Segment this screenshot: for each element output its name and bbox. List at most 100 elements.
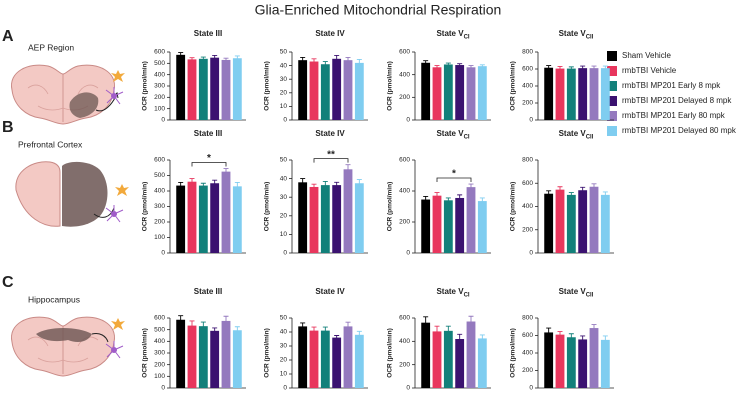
bar	[466, 67, 476, 120]
bar	[432, 195, 442, 253]
y-tick-label: 100	[154, 234, 165, 241]
bar	[309, 61, 319, 120]
chart-title-sub: CII	[586, 34, 594, 40]
bar	[578, 190, 588, 253]
bar	[477, 201, 487, 253]
error-bar	[445, 197, 451, 203]
region-label: Prefrontal Cortex	[18, 139, 83, 149]
bar	[589, 328, 599, 388]
legend-label: rmbTBI MP201 Early 80 mpk	[622, 111, 726, 120]
error-bar	[311, 326, 317, 335]
bar	[589, 186, 599, 253]
legend-label: rmbTBI MP201 Delayed 8 mpk	[622, 96, 732, 105]
bar	[210, 57, 220, 120]
error-bar	[178, 52, 184, 58]
y-axis-label: OCR (pmol/min)	[387, 328, 394, 377]
y-tick-label: 500	[154, 326, 165, 333]
y-axis-label: OCR (pmol/min)	[142, 328, 149, 377]
error-bar	[445, 62, 451, 66]
panel-a-illustration: A AEP Region	[2, 28, 125, 125]
panel-letter: B	[2, 119, 14, 136]
bar	[455, 339, 465, 388]
y-tick-label: 10	[280, 371, 288, 378]
error-bar	[334, 54, 340, 63]
y-tick-label: 0	[529, 250, 533, 257]
legend-swatch	[607, 81, 617, 91]
chart-title: State VCI	[436, 29, 469, 40]
y-tick-label: 600	[399, 315, 410, 322]
figure-title: Glia-Enriched Mitochondrial Respiration	[255, 2, 502, 18]
error-bar	[178, 315, 184, 324]
y-tick-label: 0	[161, 385, 165, 392]
chart-title: State VCII	[559, 287, 594, 298]
bar	[309, 186, 319, 253]
bar	[466, 187, 476, 253]
error-bar	[423, 195, 429, 203]
bar-chart: State VCII OCR (pmol/min) 0 200 400 600 800	[510, 129, 614, 257]
chart-title-main: State V	[559, 129, 587, 138]
chart-title: State IV	[315, 287, 345, 296]
y-tick-label: 20	[280, 357, 288, 364]
error-bar	[591, 183, 597, 190]
y-tick-label: 400	[154, 188, 165, 195]
bar	[343, 60, 353, 120]
chart-title-sub: CII	[586, 292, 594, 298]
bar	[421, 199, 431, 253]
y-tick-label: 0	[529, 385, 533, 392]
bar	[187, 325, 197, 388]
error-bar	[223, 57, 229, 62]
y-tick-label: 600	[522, 66, 533, 73]
y-axis-label: OCR (pmol/min)	[387, 182, 394, 231]
legend-swatch	[607, 126, 617, 136]
chart-title-sub: CI	[464, 292, 470, 298]
bar	[298, 182, 308, 253]
bar	[555, 68, 565, 120]
y-tick-label: 40	[280, 329, 288, 336]
error-bar	[345, 321, 351, 331]
error-bar	[189, 57, 195, 62]
bar-chart: State III OCR (pmol/min) 0 100 200 300 400 500 6…	[142, 287, 246, 392]
error-bar	[434, 65, 440, 69]
bar	[566, 337, 576, 388]
y-tick-label: 600	[154, 315, 165, 322]
bar	[443, 64, 453, 120]
bar	[198, 58, 208, 120]
bar-chart: State VCII OCR (pmol/min) 0 200 400 600 800	[510, 29, 614, 124]
chart-title-main: State IV	[315, 129, 345, 138]
y-axis-label: OCR (pmol/min)	[264, 328, 271, 377]
chart-title: State III	[194, 129, 222, 138]
y-tick-label: 200	[154, 219, 165, 226]
error-bar	[445, 325, 451, 336]
y-tick-label: 400	[154, 71, 165, 78]
error-bar	[345, 164, 351, 174]
y-tick-label: 0	[406, 117, 410, 124]
legend-swatch	[607, 66, 617, 76]
error-bar	[311, 58, 317, 65]
bar	[432, 67, 442, 120]
significance-bracket	[436, 177, 472, 183]
bar	[298, 326, 308, 388]
panel-letter: A	[2, 28, 14, 45]
bar	[443, 330, 453, 388]
bar	[221, 320, 231, 388]
error-bar	[234, 55, 240, 61]
bar	[555, 334, 565, 388]
y-tick-label: 10	[280, 103, 288, 110]
chart-title: State VCII	[559, 129, 594, 140]
error-bar	[479, 334, 485, 342]
legend-label: Sham Vehicle	[622, 51, 671, 60]
legend-swatch	[607, 51, 617, 61]
y-tick-label: 300	[154, 203, 165, 210]
y-tick-label: 100	[154, 105, 165, 112]
y-tick-label: 800	[522, 157, 533, 164]
chart-title: State IV	[315, 129, 345, 138]
error-bar	[200, 182, 206, 188]
y-axis-label: OCR (pmol/min)	[510, 182, 517, 231]
error-bar	[200, 56, 206, 61]
error-bar	[423, 316, 429, 329]
error-bar	[580, 335, 586, 343]
y-tick-label: 0	[406, 250, 410, 257]
error-bar	[200, 321, 206, 331]
bar-chart: State IV OCR (pmol/min) 0 10 20 30 40 50	[264, 29, 368, 124]
bar	[354, 334, 364, 388]
